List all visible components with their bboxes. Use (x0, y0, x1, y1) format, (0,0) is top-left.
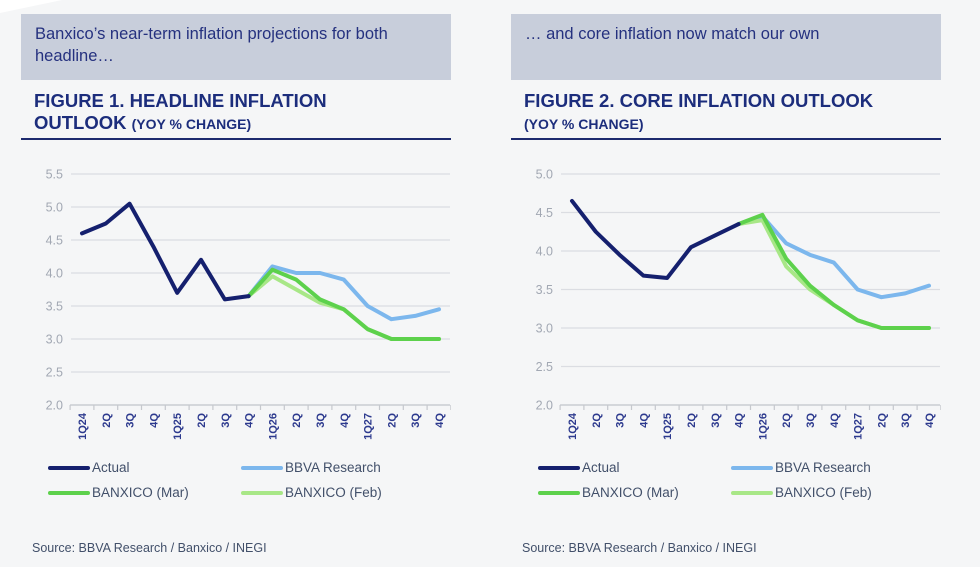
svg-text:3Q: 3Q (125, 413, 137, 428)
legend-swatch-banxico-mar (538, 490, 580, 495)
svg-text:2Q: 2Q (101, 413, 113, 428)
chart-legend: Actual BBVA Research BANXICO (Mar) BANXI… (48, 460, 451, 500)
svg-text:4Q: 4Q (829, 413, 841, 428)
legend-label: BANXICO (Mar) (582, 485, 679, 501)
legend-item-bbva: BBVA Research (731, 460, 941, 475)
chart-legend: Actual BBVA Research BANXICO (Mar) BANXI… (538, 460, 941, 500)
report-page: Banxico’s near-term inflation projection… (21, 14, 941, 555)
svg-text:4.0: 4.0 (46, 267, 63, 281)
svg-text:1Q26: 1Q26 (267, 413, 279, 440)
svg-text:4Q: 4Q (638, 413, 650, 428)
legend-item-banxico-feb: BANXICO (Feb) (241, 485, 451, 500)
source-note: Source: BBVA Research / Banxico / INEGI (522, 541, 757, 556)
svg-text:3Q: 3Q (900, 413, 912, 428)
svg-text:2Q: 2Q (386, 413, 398, 428)
svg-text:4Q: 4Q (734, 413, 746, 428)
svg-text:2Q: 2Q (196, 413, 208, 428)
svg-text:4.5: 4.5 (536, 206, 553, 220)
core-inflation-chart: 5.0 4.5 4.0 3.5 3.0 2.5 2.0 1Q24 2Q 3Q 4Q 1Q25 2Q 3Q 4… (536, 168, 941, 440)
legend-item-banxico-mar: BANXICO (Mar) (48, 485, 241, 500)
legend-swatch-bbva (731, 465, 773, 470)
legend-label: Actual (92, 460, 130, 476)
legend-label: Actual (582, 460, 620, 476)
figure-1-title-line1: FIGURE 1. HEADLINE INFLATION (34, 90, 327, 111)
legend-label: BANXICO (Feb) (775, 485, 872, 501)
page-corner-decoration (0, 0, 62, 13)
legend-swatch-banxico-mar (48, 490, 90, 495)
legend-label: BBVA Research (775, 460, 871, 476)
legend-swatch-bbva (241, 465, 283, 470)
legend-swatch-banxico-feb (731, 490, 773, 495)
svg-text:2Q: 2Q (876, 413, 888, 428)
svg-text:4Q: 4Q (434, 413, 446, 428)
figure-2-title-unit: (YOY % CHANGE) (524, 115, 644, 132)
svg-text:3Q: 3Q (315, 413, 327, 428)
svg-text:3Q: 3Q (805, 413, 817, 428)
svg-text:3Q: 3Q (220, 413, 232, 428)
svg-text:2.5: 2.5 (536, 360, 553, 374)
svg-text:4Q: 4Q (148, 413, 160, 428)
legend-swatch-actual (48, 465, 90, 470)
legend-item-bbva: BBVA Research (241, 460, 451, 475)
svg-text:1Q27: 1Q27 (363, 413, 375, 440)
svg-text:3Q: 3Q (710, 413, 722, 428)
svg-text:3.0: 3.0 (46, 333, 63, 347)
legend-label: BANXICO (Mar) (92, 485, 189, 501)
svg-text:4Q: 4Q (924, 413, 936, 428)
svg-text:1Q25: 1Q25 (172, 413, 184, 440)
svg-text:1Q25: 1Q25 (662, 413, 674, 440)
svg-text:3.5: 3.5 (536, 283, 553, 297)
svg-text:2Q: 2Q (781, 413, 793, 428)
svg-text:2.5: 2.5 (46, 366, 63, 380)
svg-text:1Q24: 1Q24 (567, 412, 579, 440)
figure-2-column: … and core inflation now match our own F… (511, 14, 941, 555)
title-rule (511, 138, 941, 141)
figure-1-title-line2: OUTLOOK (34, 111, 127, 133)
svg-text:2.0: 2.0 (536, 399, 553, 413)
figure-1-title-unit: (YOY % CHANGE) (131, 115, 252, 132)
legend-item-banxico-feb: BANXICO (Feb) (731, 485, 941, 500)
svg-text:2Q: 2Q (291, 413, 303, 428)
callout-headline: Banxico’s near-term inflation projection… (21, 14, 451, 80)
svg-text:4Q: 4Q (244, 413, 256, 428)
legend-label: BBVA Research (285, 460, 381, 476)
svg-text:5.5: 5.5 (46, 168, 63, 182)
svg-text:1Q24: 1Q24 (77, 412, 89, 440)
svg-text:4.0: 4.0 (536, 245, 553, 259)
figure-1-column: Banxico’s near-term inflation projection… (21, 14, 451, 555)
figure-2-title: FIGURE 2. CORE INFLATION OUTLOOK (YOY % … (524, 90, 941, 133)
figure-2-title-line1: FIGURE 2. CORE INFLATION OUTLOOK (524, 90, 874, 111)
svg-text:5.0: 5.0 (536, 168, 553, 182)
legend-item-actual: Actual (48, 460, 241, 475)
svg-text:3.5: 3.5 (46, 300, 63, 314)
legend-swatch-actual (538, 465, 580, 470)
headline-inflation-chart: 5.5 5.0 4.5 4.0 3.5 3.0 2.5 2.0 1Q24 2Q 3Q 4Q 1Q25 2Q… (46, 168, 451, 440)
svg-text:4.5: 4.5 (46, 234, 63, 248)
legend-item-actual: Actual (538, 460, 731, 475)
svg-text:1Q27: 1Q27 (853, 413, 865, 440)
svg-text:2.0: 2.0 (46, 399, 63, 413)
svg-text:3.0: 3.0 (536, 322, 553, 336)
svg-text:4Q: 4Q (339, 413, 351, 428)
svg-text:5.0: 5.0 (46, 201, 63, 215)
svg-text:2Q: 2Q (686, 413, 698, 428)
legend-item-banxico-mar: BANXICO (Mar) (538, 485, 731, 500)
callout-core: … and core inflation now match our own (511, 14, 941, 80)
svg-text:1Q26: 1Q26 (757, 413, 769, 440)
figure-1-title: FIGURE 1. HEADLINE INFLATION OUTLOOK (YOY… (34, 90, 451, 133)
legend-swatch-banxico-feb (241, 490, 283, 495)
svg-text:3Q: 3Q (615, 413, 627, 428)
source-note: Source: BBVA Research / Banxico / INEGI (32, 541, 267, 556)
title-rule (21, 138, 451, 141)
svg-text:2Q: 2Q (591, 413, 603, 428)
legend-label: BANXICO (Feb) (285, 485, 382, 501)
svg-text:3Q: 3Q (410, 413, 422, 428)
